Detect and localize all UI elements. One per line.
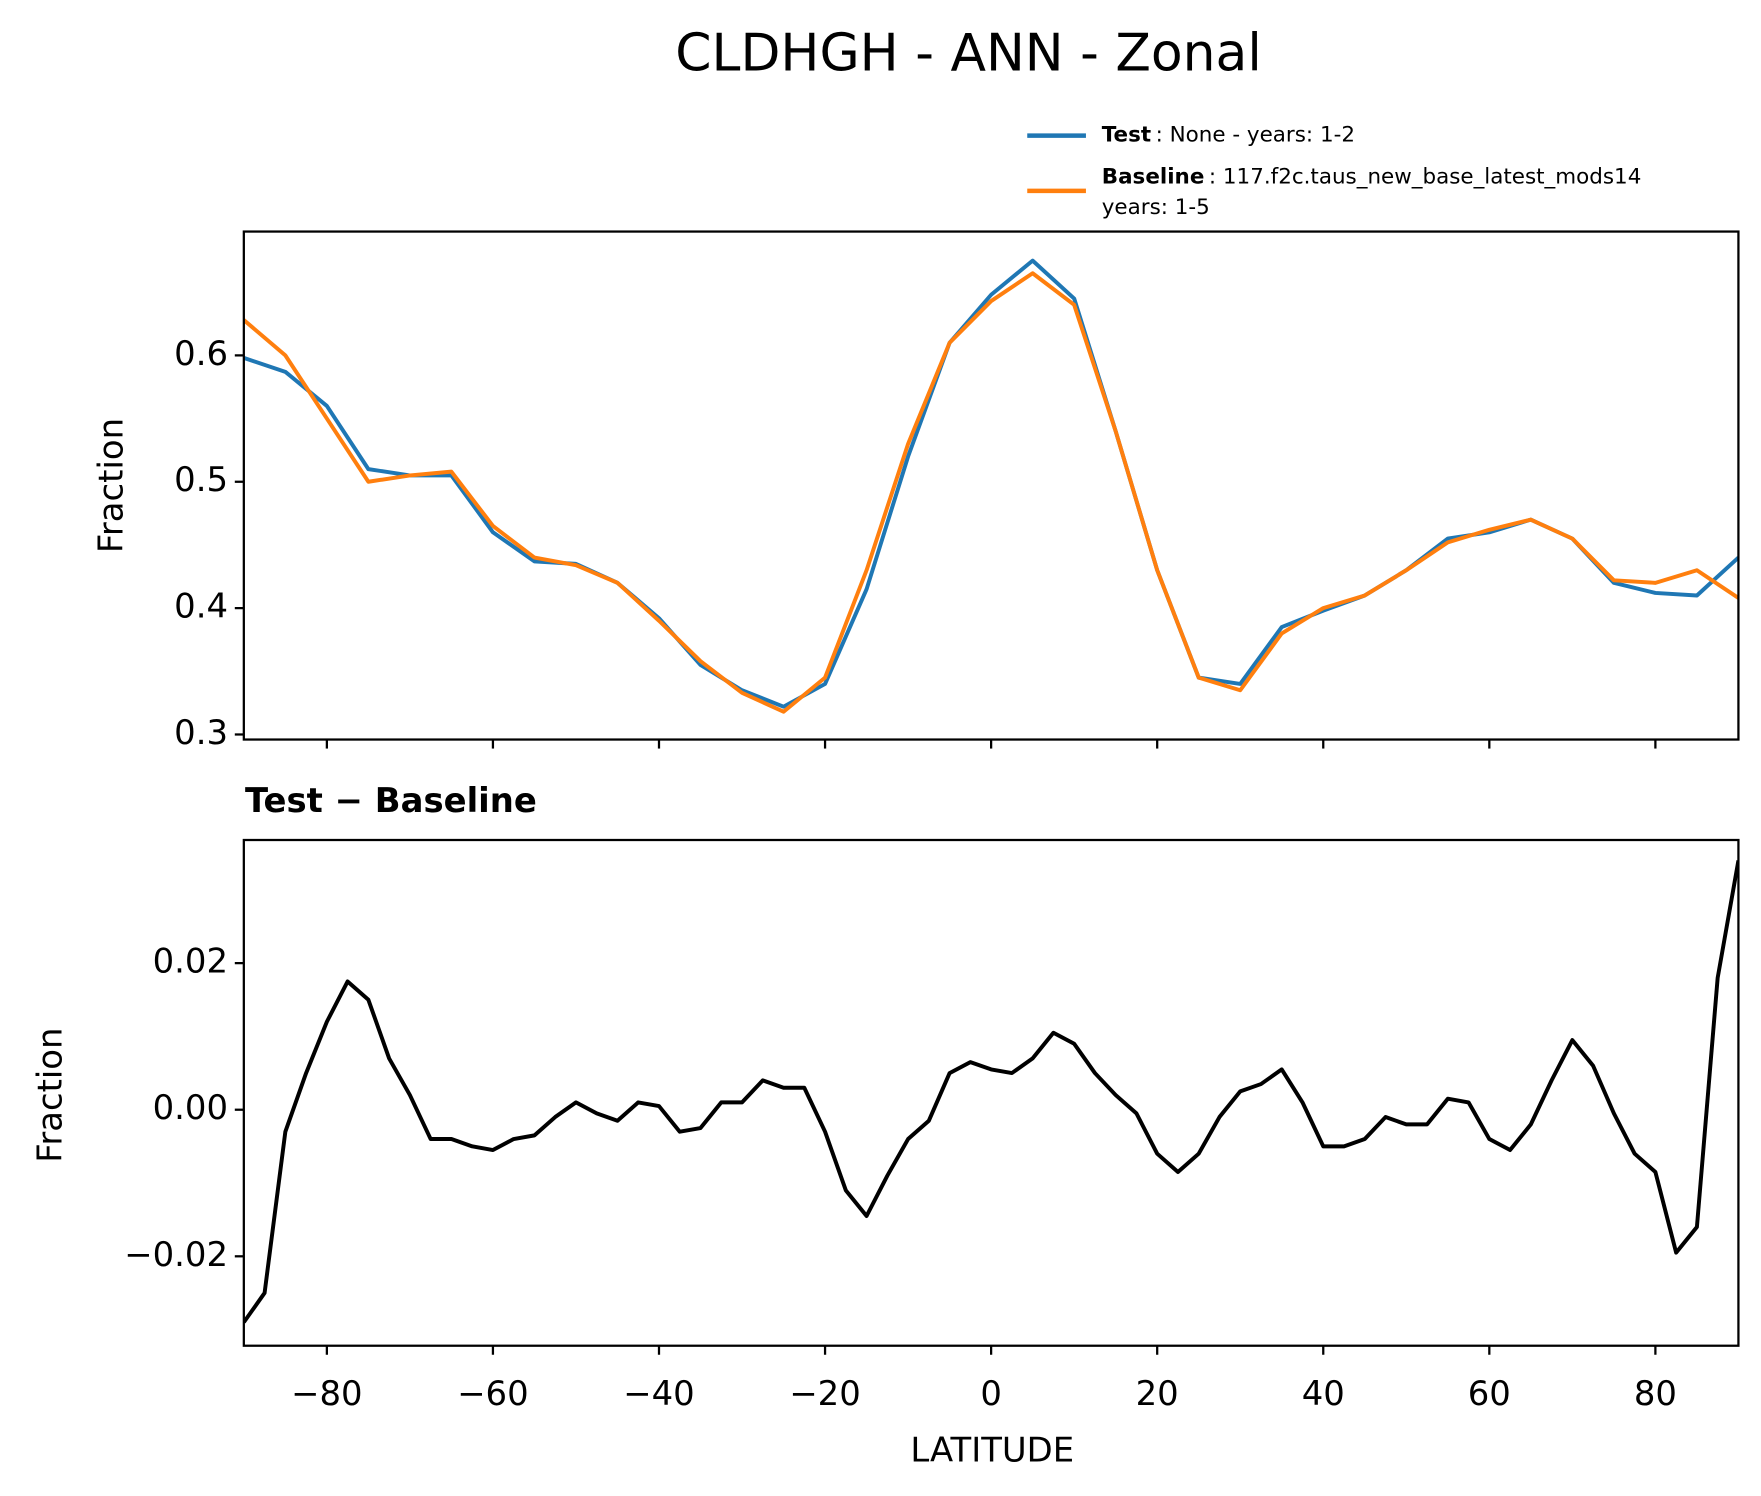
legend-label: Baseline bbox=[1102, 164, 1205, 189]
x-axis-label: LATITUDE bbox=[910, 1430, 1074, 1469]
legend-detail: years: 1-5 bbox=[1102, 195, 1210, 220]
y-tick-label: 0.4 bbox=[174, 587, 228, 626]
axes-frame bbox=[242, 230, 1740, 741]
legend-label: Test bbox=[1102, 123, 1151, 148]
x-tick-label: −80 bbox=[291, 1374, 362, 1413]
data-line bbox=[243, 271, 1739, 714]
x-tick-label: −20 bbox=[789, 1374, 860, 1413]
x-tick-label: 80 bbox=[1634, 1374, 1677, 1413]
chart-title: CLDHGH - ANN - Zonal bbox=[675, 24, 1261, 84]
x-tick-label: −60 bbox=[457, 1374, 528, 1413]
x-tick-label: 40 bbox=[1302, 1374, 1345, 1413]
y-tick-label: 0.3 bbox=[174, 713, 228, 752]
y-axis-label: Fraction bbox=[30, 1028, 69, 1163]
legend-detail: : 117.f2c.taus_new_base_latest_mods14 bbox=[1209, 164, 1641, 189]
x-tick-label: 60 bbox=[1468, 1374, 1511, 1413]
y-tick-label: −0.02 bbox=[124, 1235, 228, 1274]
x-tick-label: 0 bbox=[980, 1374, 1002, 1413]
y-tick-label: 0.5 bbox=[174, 460, 228, 499]
y-axis-label: Fraction bbox=[91, 418, 130, 553]
data-line bbox=[243, 860, 1739, 1324]
y-tick-label: 0.00 bbox=[153, 1088, 228, 1127]
y-tick-label: 0.6 bbox=[174, 334, 228, 373]
legend-detail: : None - years: 1-2 bbox=[1156, 123, 1355, 148]
subplot-title: Test − Baseline bbox=[245, 781, 537, 820]
x-tick-label: 20 bbox=[1136, 1374, 1179, 1413]
y-tick-label: 0.02 bbox=[153, 942, 228, 981]
x-tick-label: −40 bbox=[623, 1374, 694, 1413]
axes-frame bbox=[242, 838, 1740, 1347]
data-line bbox=[243, 258, 1739, 709]
